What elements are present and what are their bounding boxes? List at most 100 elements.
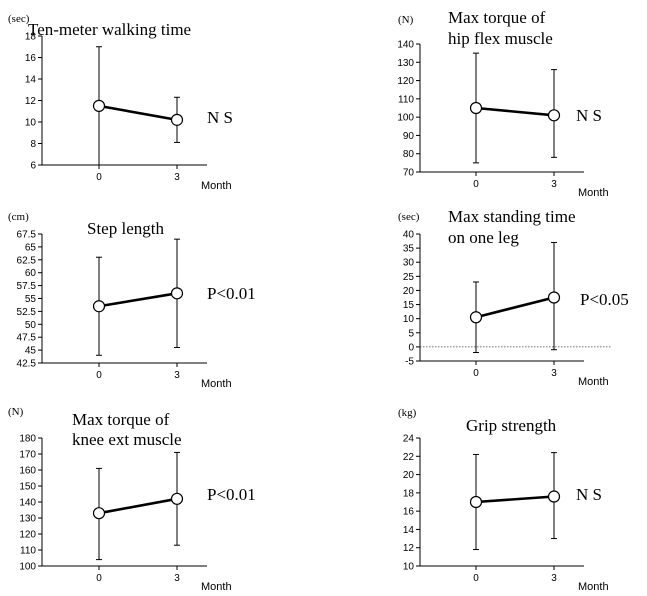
y-tick-label: 62.5	[17, 255, 37, 266]
panel-4: (sec) Max standing time on one leg -5 0 5 10 15…	[398, 207, 629, 388]
y-tick-label: 55	[25, 294, 37, 305]
x-tick-label: 3	[174, 172, 180, 183]
x-axis-label: Month	[201, 581, 232, 593]
y-tick-label: 25	[403, 272, 415, 283]
y-tick-label: 40	[403, 230, 415, 241]
y-unit-label: (sec)	[8, 13, 30, 25]
y-tick-label: 15	[403, 300, 415, 311]
x-tick-label: 3	[174, 573, 180, 584]
y-tick-label: 16	[25, 53, 37, 64]
chart-title: on one leg	[448, 228, 519, 247]
y-tick-label: 110	[20, 546, 36, 557]
y-tick-label: 60	[25, 268, 37, 279]
y-tick-label: 6	[30, 161, 36, 172]
y-tick-label: 130	[19, 514, 36, 525]
y-tick-label: 180	[19, 434, 36, 445]
series-line	[98, 292, 178, 308]
y-tick-label: 5	[408, 328, 414, 339]
data-point	[170, 492, 184, 505]
x-axis-label: Month	[578, 187, 609, 199]
chart-title: Grip strength	[466, 416, 557, 435]
x-axis-label: Month	[201, 378, 232, 390]
data-point	[547, 490, 561, 503]
data-point	[469, 311, 483, 324]
x-tick-label: 0	[96, 370, 102, 381]
y-tick-label: 10	[25, 118, 37, 129]
y-tick-label: 150	[19, 482, 36, 493]
chart-title: Ten-meter walking time	[28, 20, 191, 39]
y-tick-label: 22	[403, 452, 415, 463]
panel-2: (N) Max torque of hip flex muscle 70 80 90 100…	[397, 8, 608, 199]
x-tick-label: 0	[473, 179, 479, 190]
significance-label: N S	[576, 106, 602, 125]
chart-title: Step length	[87, 219, 164, 238]
y-tick-label: 140	[397, 40, 414, 51]
series-line	[475, 296, 555, 319]
data-point	[92, 300, 106, 313]
y-tick-label: 8	[30, 139, 36, 150]
x-tick-label: 3	[551, 573, 557, 584]
y-tick-label: 80	[403, 149, 415, 160]
x-tick-label: 0	[473, 573, 479, 584]
y-tick-label: 140	[19, 498, 36, 509]
data-point	[469, 495, 483, 509]
data-point	[469, 101, 483, 115]
data-point	[547, 291, 561, 304]
data-point	[170, 113, 184, 126]
y-tick-label: 50	[25, 320, 37, 331]
y-tick-label: 120	[397, 76, 414, 87]
y-tick-label: 90	[403, 131, 415, 142]
y-tick-label: 35	[403, 244, 415, 255]
significance-label: N S	[576, 485, 602, 504]
chart-title: hip flex muscle	[448, 29, 553, 48]
series-line	[98, 497, 178, 515]
significance-label: N S	[207, 108, 233, 127]
panel-6: (kg) Grip strength 10 12 14 16 18 20 22 24 0 3 Month…	[398, 407, 609, 593]
x-axis-label: Month	[578, 581, 609, 593]
x-tick-label: 0	[96, 172, 102, 183]
y-tick-label: 24	[403, 434, 415, 445]
y-tick-label: 100	[19, 562, 36, 573]
panel-1: (sec)Ten-meter walking time 6 8 10 12 14 16 18 0…	[8, 13, 233, 192]
significance-label: P<0.05	[580, 290, 629, 309]
chart-title: knee ext muscle	[72, 430, 182, 449]
significance-label: P<0.01	[207, 284, 256, 303]
y-tick-label: 52.5	[17, 307, 37, 318]
x-tick-label: 0	[473, 368, 479, 379]
y-tick-label: 10	[403, 562, 415, 573]
y-unit-label: (kg)	[398, 407, 417, 419]
y-tick-label: 160	[19, 466, 36, 477]
series-line	[475, 495, 555, 504]
y-tick-label: 65	[25, 242, 37, 253]
y-tick-label: 18	[403, 488, 415, 499]
significance-label: P<0.01	[207, 485, 256, 504]
y-tick-label: 0	[408, 342, 414, 353]
x-axis-label: Month	[578, 376, 609, 388]
y-tick-label: 45	[25, 346, 37, 357]
y-tick-label: 12	[25, 96, 37, 107]
data-point	[547, 109, 561, 122]
y-tick-label: 170	[19, 450, 36, 461]
y-tick-label: 57.5	[17, 281, 37, 292]
series-line	[98, 104, 178, 122]
data-point	[92, 99, 106, 112]
y-tick-label: 47.5	[17, 333, 37, 344]
x-tick-label: 0	[96, 573, 102, 584]
y-unit-label: (N)	[398, 14, 414, 26]
x-axis-label: Month	[201, 180, 232, 192]
series-line	[475, 106, 555, 117]
y-tick-label: 18	[25, 32, 37, 43]
y-tick-label: 16	[403, 507, 415, 518]
y-tick-label: 20	[403, 286, 415, 297]
y-tick-label: 120	[19, 530, 36, 541]
data-point	[170, 287, 184, 300]
y-tick-label: 70	[403, 168, 415, 179]
chart-title: Max torque of	[448, 8, 546, 27]
x-tick-label: 3	[174, 370, 180, 381]
y-tick-label: 100	[397, 113, 414, 124]
y-tick-label: 30	[403, 258, 415, 269]
panel-3: (cm) Step length 42.5 45 47.5 50 52.5 55 57.5 60 6…	[8, 211, 256, 390]
data-point	[92, 507, 106, 520]
